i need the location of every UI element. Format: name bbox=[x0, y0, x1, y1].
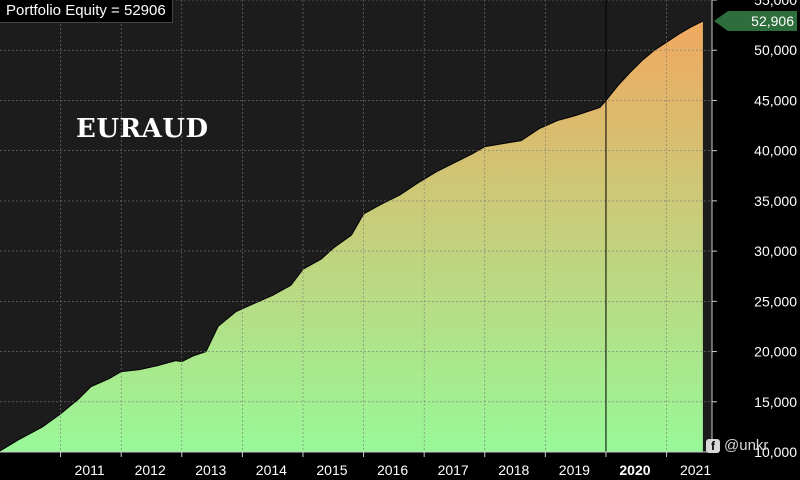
y-tick-label: 45,000 bbox=[754, 92, 797, 108]
x-tick-label: 2017 bbox=[438, 462, 469, 478]
y-tick-label: 30,000 bbox=[754, 243, 797, 259]
last-value-label: 52,906 bbox=[751, 13, 794, 29]
y-tick-label: 55,000 bbox=[754, 0, 797, 8]
y-tick-label: 50,000 bbox=[754, 42, 797, 58]
equity-area bbox=[0, 21, 703, 452]
x-tick-label: 2013 bbox=[195, 462, 226, 478]
x-tick-label: 2012 bbox=[135, 462, 166, 478]
y-tick-label: 25,000 bbox=[754, 293, 797, 309]
x-tick-label: 2019 bbox=[559, 462, 590, 478]
y-tick-label: 10,000 bbox=[754, 444, 797, 460]
x-tick-label: 2021 bbox=[680, 462, 711, 478]
equity-line bbox=[0, 20, 704, 452]
facebook-icon: f bbox=[706, 438, 720, 453]
x-tick-label: 2020 bbox=[619, 462, 650, 478]
watermark: f @unkr bbox=[706, 437, 768, 454]
x-tick-label: 2016 bbox=[377, 462, 408, 478]
x-tick-label: 2018 bbox=[498, 462, 529, 478]
y-tick-label: 15,000 bbox=[754, 394, 797, 410]
x-tick-label: 2014 bbox=[256, 462, 287, 478]
symbol-label: EURAUD bbox=[76, 114, 209, 144]
legend-label: Portfolio Equity = 52906 bbox=[0, 0, 173, 23]
x-tick-label: 2011 bbox=[75, 462, 105, 478]
watermark-text: @unkr bbox=[724, 437, 769, 454]
y-tick-label: 40,000 bbox=[754, 143, 797, 159]
y-tick-label: 20,000 bbox=[754, 344, 797, 360]
last-value-badge bbox=[714, 11, 797, 32]
y-tick-label: 35,000 bbox=[754, 193, 797, 209]
x-tick-label: 2015 bbox=[316, 462, 347, 478]
